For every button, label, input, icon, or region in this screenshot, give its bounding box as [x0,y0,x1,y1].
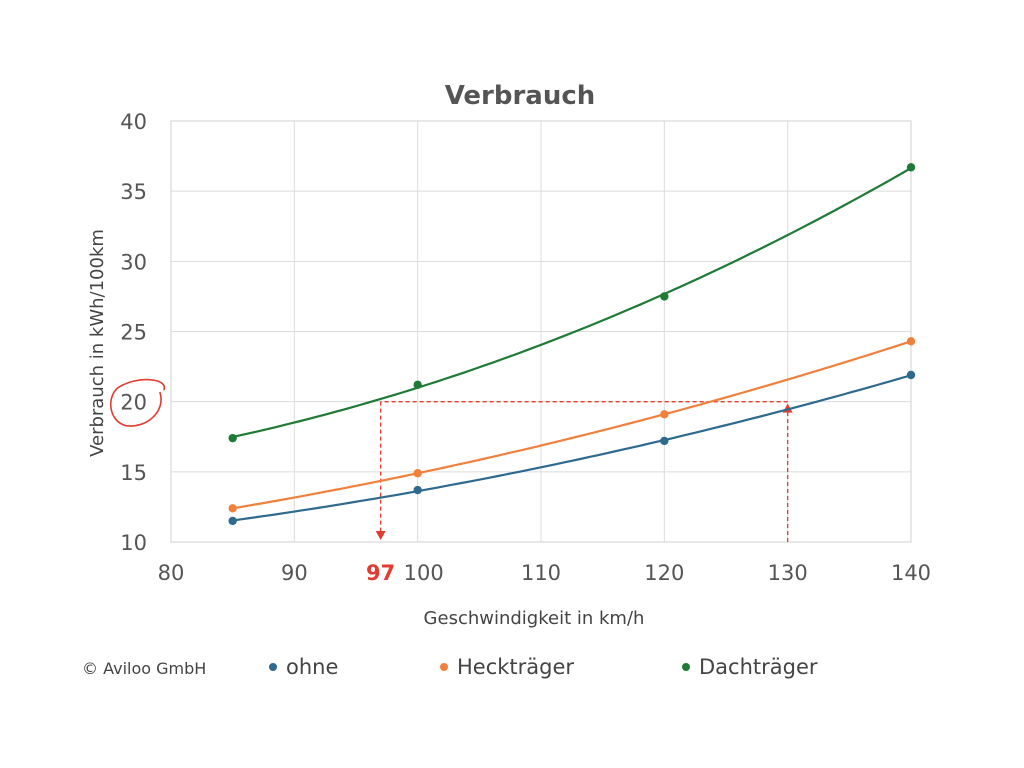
y-axis-label: Verbrauch in kWh/100km [87,229,108,457]
x-tick-label: 80 [158,561,185,585]
legend-label: ohne [286,655,338,679]
y-tick-label: 15 [120,461,147,485]
series-group [228,163,916,526]
highlighted-x-tick-97: 97 [366,561,395,585]
data-point [413,469,422,478]
data-point [906,163,916,172]
annotation-down-arrow [375,531,386,540]
y-tick-label: 20 [120,391,147,415]
data-point [906,337,916,346]
x-tick-label: 120 [644,561,684,585]
x-tick-label: 130 [768,561,808,585]
tick-labels: 80 90 100 110 120 130 140 10 15 20 25 30 35 40 [120,110,931,585]
y-tick-label: 30 [120,250,147,274]
legend-marker [682,663,690,671]
x-axis-label: Geschwindigkeit in km/h [424,608,645,629]
legend-marker [440,663,448,671]
legend: ohne Heckträger Dachträger [269,655,818,679]
legend-marker [269,663,277,671]
annotation: 97 [109,378,793,585]
chart-title: Verbrauch [445,81,596,111]
series-line [232,374,912,522]
x-tick-label: 110 [521,561,561,585]
data-point [660,292,669,301]
series-line [232,167,912,439]
y-tick-label: 35 [120,180,147,204]
x-tick-label: 100 [404,561,444,585]
circle-mark-20 [109,378,165,427]
legend-label: Heckträger [457,655,574,679]
plot-area-border [170,120,912,543]
data-point [413,485,422,495]
y-tick-label: 10 [120,531,147,555]
data-point [660,436,669,446]
legend-label: Dachträger [699,655,818,679]
data-point [906,370,916,380]
data-point [660,410,669,419]
y-tick-label: 25 [120,321,147,345]
data-point [228,504,237,513]
x-tick-label: 140 [891,561,931,585]
data-point [228,433,237,443]
y-tick-label: 40 [120,110,147,134]
data-point [413,380,422,390]
copyright-text: © Aviloo GmbH [82,659,206,678]
series-line [232,340,912,510]
grid [170,120,912,543]
x-tick-label: 90 [281,561,308,585]
data-point [228,516,237,526]
